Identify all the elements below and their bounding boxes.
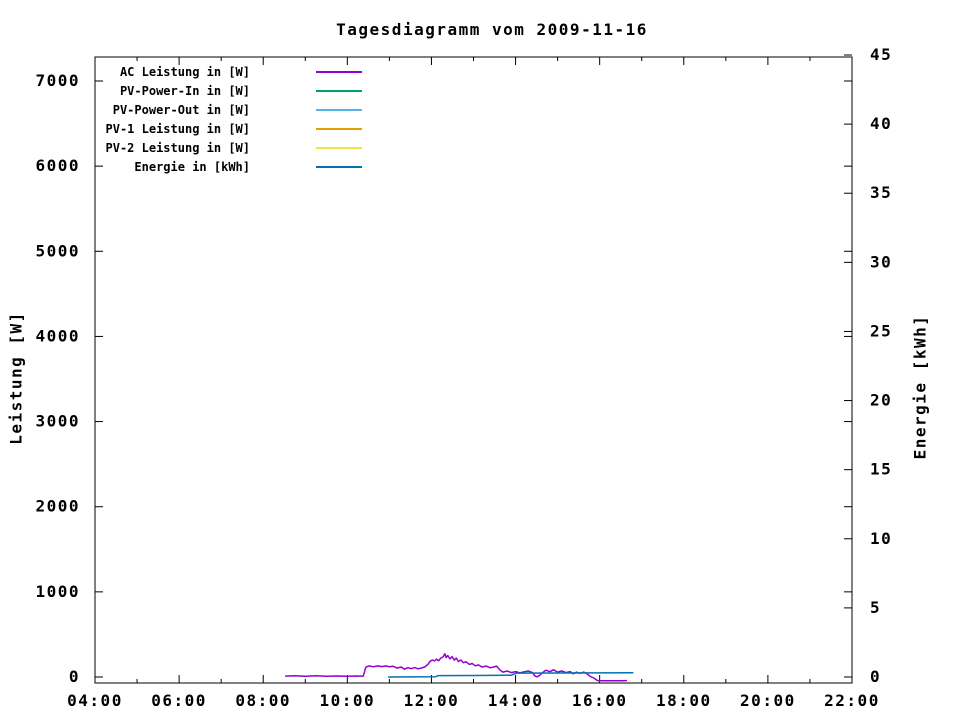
legend-row: PV-Power-In in [W] [0, 84, 380, 99]
x-tick-label: 08:00 [235, 691, 291, 710]
x-tick-label: 14:00 [488, 691, 544, 710]
y-right-tick-label: 40 [870, 114, 892, 133]
legend-row: PV-2 Leistung in [W] [0, 141, 380, 156]
x-tick-label: 18:00 [656, 691, 712, 710]
x-tick-label: 04:00 [67, 691, 123, 710]
legend-label: Energie in [kWh] [134, 160, 250, 174]
legend-row: PV-1 Leistung in [W] [0, 122, 380, 137]
legend-line-swatch [316, 71, 362, 73]
legend-row: PV-Power-Out in [W] [0, 103, 380, 118]
legend-row: AC Leistung in [W] [0, 65, 380, 80]
y-right-tick-label: 30 [870, 252, 892, 271]
y-right-tick-label: 5 [870, 598, 881, 617]
legend-line-swatch [316, 109, 362, 111]
y-left-tick-label: 6000 [35, 156, 80, 175]
x-tick-label: 12:00 [404, 691, 460, 710]
y-right-tick-label: 10 [870, 529, 892, 548]
y-right-tick-label: 0 [870, 667, 881, 686]
y-right-tick-label: 25 [870, 321, 892, 340]
x-tick-label: 10:00 [319, 691, 375, 710]
y-right-tick-label: 45 [870, 45, 892, 64]
legend-line-swatch [316, 147, 362, 149]
series-line-ac-leistung-in-w [285, 653, 628, 682]
y-left-tick-label: 2000 [35, 497, 80, 516]
legend-row: Energie in [kWh] [0, 160, 380, 175]
y-right-tick-label: 20 [870, 391, 892, 410]
chart-title: Tagesdiagramm vom 2009-11-16 [336, 20, 648, 39]
legend-line-swatch [316, 128, 362, 130]
y-left-tick-label: 5000 [35, 241, 80, 260]
legend: AC Leistung in [W] PV-Power-In in [W] PV-P… [0, 0, 400, 200]
y-left-tick-label: 4000 [35, 326, 80, 345]
y-right-tick-label: 35 [870, 183, 892, 202]
y-right-tick-label: 15 [870, 460, 892, 479]
legend-label: PV-Power-In in [W] [119, 84, 250, 98]
series-line-energie-in-kwh [388, 671, 634, 678]
legend-label: AC Leistung in [W] [119, 65, 250, 79]
y-left-tick-label: 1000 [35, 582, 80, 601]
x-tick-label: 20:00 [740, 691, 796, 710]
y-left-tick-label: 0 [69, 667, 80, 686]
y-left-tick-label: 3000 [35, 412, 80, 431]
y-left-axis-title: Leistung [W] [6, 311, 26, 445]
x-tick-label: 22:00 [824, 691, 880, 710]
legend-label: PV-Power-Out in [W] [112, 103, 250, 117]
y-right-axis-title: Energie [kWh] [910, 314, 930, 460]
legend-line-swatch [316, 166, 362, 168]
legend-label: PV-1 Leistung in [W] [105, 122, 251, 136]
legend-line-swatch [316, 90, 362, 92]
legend-label: PV-2 Leistung in [W] [105, 141, 251, 155]
x-tick-label: 06:00 [151, 691, 207, 710]
x-tick-label: 16:00 [572, 691, 628, 710]
y-left-tick-label: 7000 [35, 71, 80, 90]
